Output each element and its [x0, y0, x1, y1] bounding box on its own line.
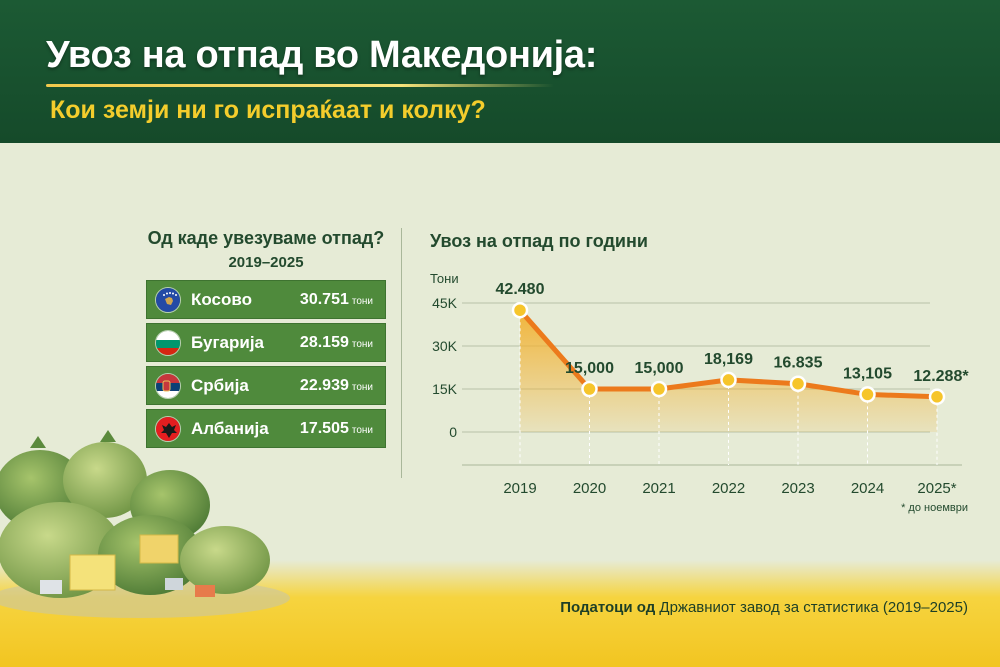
country-value: 17.505	[299, 420, 349, 437]
data-point	[581, 380, 598, 398]
source-label: Податоци од	[560, 599, 656, 616]
area-fill	[520, 310, 937, 432]
x-tick-label: 2022	[712, 480, 745, 497]
y-tick-label: 0	[449, 424, 457, 440]
x-tick-label: 2024	[851, 480, 884, 497]
y-tick-label: 45K	[432, 295, 458, 311]
source-note: Податоци од Државниот завод за статистик…	[560, 599, 968, 616]
kosovo-flag-icon	[155, 287, 181, 313]
section-divider	[401, 228, 402, 478]
line-area-chart: 0 15K 30K 45K Тони 42.480 2019 15,000 2020 15,000…	[430, 271, 969, 514]
data-point	[859, 386, 876, 403]
page-title: Увоз на отпад во Македонија:	[46, 34, 598, 76]
header-banner: Увоз на отпад во Македонија: Кои земји н…	[0, 0, 1000, 143]
data-label: 15,000	[635, 360, 684, 377]
data-label: 13,105	[843, 365, 892, 382]
table-period: 2019–2025	[228, 254, 304, 271]
unit-label: тони	[351, 425, 373, 436]
data-point	[928, 388, 946, 406]
chart-footnote: * до ноември	[901, 502, 968, 514]
unit-label: тони	[351, 382, 373, 393]
y-axis-label: Тони	[430, 271, 459, 286]
data-point	[789, 375, 807, 392]
bulgaria-flag-icon	[155, 330, 181, 356]
y-tick-label: 30K	[432, 338, 458, 354]
country-value: 22.939	[299, 377, 349, 394]
x-tick-label: 2025*	[917, 480, 956, 497]
country-name: Косово	[191, 290, 252, 309]
unit-label: тони	[351, 339, 373, 350]
x-tick-label: 2019	[503, 480, 536, 497]
country-value: 28.159	[299, 334, 349, 351]
source-text: Државниот завод за статистика (2019–2025…	[659, 599, 968, 616]
data-label: 15,000	[565, 360, 614, 377]
x-tick-label: 2021	[642, 480, 675, 497]
data-label: 42.480	[496, 281, 545, 298]
country-name: Албанија	[191, 419, 269, 438]
serbia-flag-icon	[155, 373, 181, 399]
country-table: Косово 30.751 тони Бугарија 28.159 тони Ср…	[146, 280, 386, 452]
unit-label: тони	[351, 296, 373, 307]
waste-pile-illustration	[0, 430, 290, 618]
albania-flag-icon	[155, 416, 181, 442]
y-tick-label: 15K	[432, 381, 458, 397]
page-subtitle: Кои земји ни го испраќаат и колку?	[50, 96, 486, 124]
x-tick-label: 2023	[781, 480, 814, 497]
data-point	[511, 301, 529, 319]
table-row: Албанија 17.505 тони	[146, 409, 386, 448]
table-row: Косово 30.751 тони	[146, 280, 386, 319]
data-label: 16.835	[774, 355, 823, 372]
chart-title: Увоз на отпад по години	[430, 231, 648, 251]
data-label: 12.288*	[913, 368, 969, 385]
country-value: 30.751	[299, 291, 349, 308]
table-row: Бугарија 28.159 тони	[146, 323, 386, 362]
table-title: Од каде увезуваме отпад?	[147, 228, 385, 248]
country-name: Бугарија	[191, 333, 264, 352]
data-label: 18,169	[704, 351, 753, 368]
title-underline	[46, 84, 554, 87]
x-tick-label: 2020	[573, 480, 606, 497]
data-point	[720, 371, 737, 389]
data-point	[650, 380, 668, 398]
country-name: Србија	[191, 376, 249, 395]
table-row: Србија 22.939 тони	[146, 366, 386, 405]
